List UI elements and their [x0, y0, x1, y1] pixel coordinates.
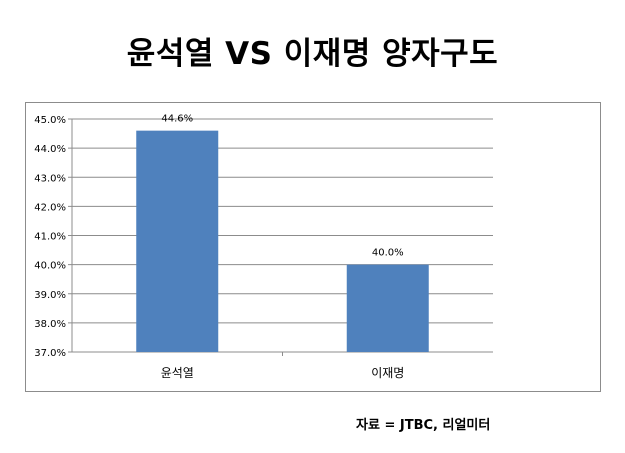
bar-2: [346, 264, 429, 352]
x-category-label: 윤석열: [161, 366, 194, 380]
bar-1: [136, 130, 219, 352]
y-tick-label: 41.0%: [34, 232, 66, 243]
y-tick-label: 44.0%: [34, 144, 66, 155]
source-note: 자료 = JTBC, 리얼미터: [356, 418, 491, 433]
y-tick-label: 39.0%: [34, 290, 66, 301]
y-tick-label: 38.0%: [34, 319, 66, 330]
y-tick-label: 37.0%: [34, 348, 66, 359]
y-tick-label: 40.0%: [34, 261, 66, 272]
y-tick-label: 45.0%: [34, 115, 66, 126]
data-label: 44.6%: [161, 114, 193, 125]
chart-frame: [25, 102, 601, 392]
y-tick-label: 43.0%: [34, 173, 66, 184]
y-tick-label: 42.0%: [34, 202, 66, 213]
data-label: 40.0%: [372, 248, 404, 259]
x-category-label: 이재명: [371, 366, 404, 380]
chart-title: 윤석열 VS 이재명 양자구도: [126, 36, 499, 72]
